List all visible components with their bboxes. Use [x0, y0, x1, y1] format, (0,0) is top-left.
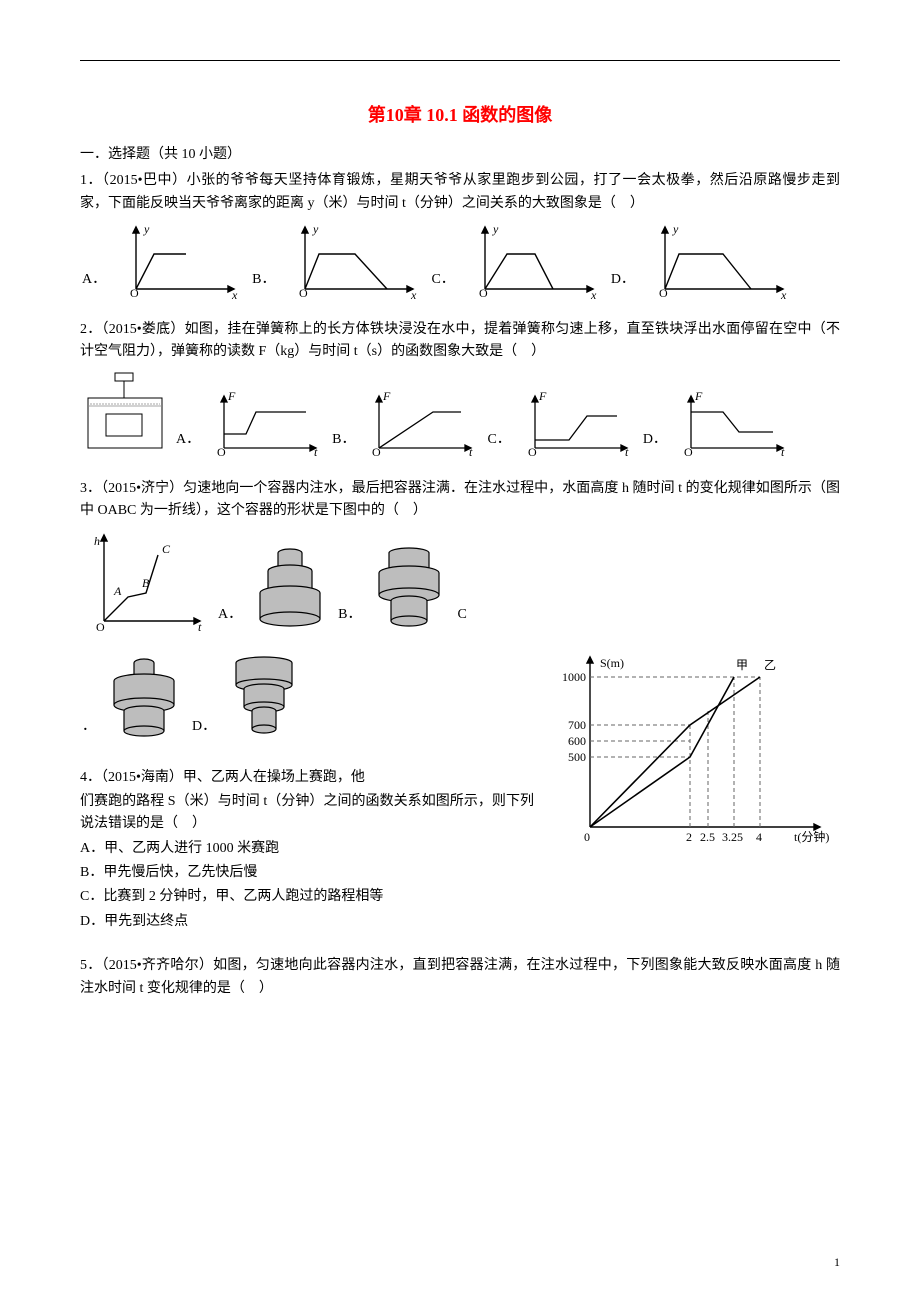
- xtick-2: 2: [686, 830, 692, 844]
- y-axis-label: y: [492, 222, 499, 236]
- ytick-1000: 1000: [562, 670, 586, 684]
- y-axis-label: F: [538, 389, 547, 403]
- origin-label: O: [528, 445, 537, 458]
- origin-label: O: [479, 286, 488, 299]
- x-axis-label: x: [231, 288, 238, 299]
- x-axis-label: x: [590, 288, 597, 299]
- origin-label: O: [217, 445, 226, 458]
- x-axis-label: t: [625, 445, 629, 458]
- q2-graph-c: O F t: [517, 388, 637, 458]
- q3-container-b: [369, 535, 449, 635]
- q5-text: 5．（2015•齐齐哈尔）如图，匀速地向此容器内注水，直到把容器注满，在注水过程…: [80, 955, 840, 1000]
- q2-setup-diagram: [80, 368, 170, 458]
- x-axis-label: t: [781, 445, 785, 458]
- y-axis-label: F: [382, 389, 391, 403]
- q3-label-b: B．: [338, 604, 361, 626]
- y-axis-label: F: [227, 389, 236, 403]
- q1-label-b: B．: [252, 269, 275, 291]
- y-axis-label: F: [694, 389, 703, 403]
- y-axis-label: y: [312, 222, 319, 236]
- x-axis-label: t: [314, 445, 318, 458]
- q1-choices: A． O x y B． O x y: [80, 219, 840, 299]
- zero-label: 0: [584, 830, 590, 844]
- top-rule: [80, 60, 840, 61]
- page-title: 第10章 10.1 函数的图像: [80, 101, 840, 130]
- x-axis-label: t: [198, 620, 202, 634]
- q4-text-a: 4．（2015•海南）甲、乙两人在操场上赛跑，他: [80, 770, 365, 785]
- xtick-4: 4: [756, 830, 762, 844]
- x-axis-label: x: [780, 288, 787, 299]
- origin-label: O: [96, 620, 105, 634]
- q1-graph-a: O x y: [114, 219, 244, 299]
- origin-label: O: [684, 445, 693, 458]
- q1-graph-d: O x y: [643, 219, 793, 299]
- question-2: 2．（2015•娄底）如图，挂在弹簧称上的长方体铁块浸没在水中，提着弹簧称匀速上…: [80, 319, 840, 458]
- q4-opt-d: D．甲先到达终点: [80, 911, 534, 933]
- legend-yi: 乙: [764, 658, 776, 672]
- question-1: 1．（2015•巴中）小张的爷爷每天坚持体育锻炼，星期天爷爷从家里跑步到公园，打…: [80, 170, 840, 299]
- xtick-325: 3.25: [722, 830, 743, 844]
- q1-graph-b: O x y: [283, 219, 423, 299]
- question-4: 4．（2015•海南）甲、乙两人在操场上赛跑，他 们赛跑的路程 S（米）与时间 …: [80, 647, 840, 936]
- x-axis-label: t: [469, 445, 473, 458]
- x-axis-label: t(分钟): [794, 829, 829, 844]
- ytick-700: 700: [568, 718, 586, 732]
- q1-text: 1．（2015•巴中）小张的爷爷每天坚持体育锻炼，星期天爷爷从家里跑步到公园，打…: [80, 170, 840, 215]
- ytick-500: 500: [568, 750, 586, 764]
- point-b-label: B: [142, 576, 150, 590]
- q3-container-a: [250, 535, 330, 635]
- q2-graph-b: O F t: [361, 388, 481, 458]
- q4-graph: S(m) t(分钟) 0 1000 700 600 500 2 2.5 3.25…: [550, 647, 840, 847]
- q2-label-d: D．: [643, 429, 667, 451]
- q4-opt-c: C．比赛到 2 分钟时，甲、乙两人跑过的路程相等: [80, 886, 534, 908]
- q3-ht-graph: O h t A B C: [80, 525, 210, 635]
- q2-graph-d: O F t: [673, 388, 793, 458]
- q3-text: 3．（2015•济宁）匀速地向一个容器内注水，最后把容器注满．在注水过程中，水面…: [80, 478, 840, 523]
- xtick-25: 2.5: [700, 830, 715, 844]
- origin-label: O: [130, 286, 139, 299]
- origin-label: O: [372, 445, 381, 458]
- ytick-600: 600: [568, 734, 586, 748]
- q1-label-a: A．: [82, 269, 106, 291]
- q1-label-d: D．: [611, 269, 635, 291]
- legend-jia: 甲: [736, 658, 748, 672]
- y-axis-label: y: [143, 222, 150, 236]
- origin-label: O: [659, 286, 668, 299]
- q4-opt-a: A．甲、乙两人进行 1000 米赛跑: [80, 838, 534, 860]
- point-c-label: C: [162, 542, 171, 556]
- q2-label-b: B．: [332, 429, 355, 451]
- q4-opt-b: B．甲先慢后快，乙先快后慢: [80, 862, 534, 884]
- q2-label-c: C．: [487, 429, 510, 451]
- q3-label-a: A．: [218, 604, 242, 626]
- question-5: 5．（2015•齐齐哈尔）如图，匀速地向此容器内注水，直到把容器注满，在注水过程…: [80, 955, 840, 1000]
- q2-text: 2．（2015•娄底）如图，挂在弹簧称上的长方体铁块浸没在水中，提着弹簧称匀速上…: [80, 319, 840, 364]
- q2-choices: A． O F t B． O F t: [80, 368, 840, 458]
- q4-text-b: 们赛跑的路程 S（米）与时间 t（分钟）之间的函数关系如图所示，则下列说法错误的…: [80, 791, 534, 836]
- y-axis-label: y: [672, 222, 679, 236]
- q1-label-c: C．: [431, 269, 454, 291]
- q1-graph-c: O x y: [463, 219, 603, 299]
- section-heading: 一．选择题（共 10 小题）: [80, 144, 840, 166]
- page-number: 1: [834, 1253, 840, 1272]
- x-axis-label: x: [410, 288, 417, 299]
- q2-label-a: A．: [176, 429, 200, 451]
- q4-options: A．甲、乙两人进行 1000 米赛跑 B．甲先慢后快，乙先快后慢 C．比赛到 2…: [80, 838, 534, 934]
- q3-label-c: C: [457, 604, 466, 626]
- y-axis-label: h: [94, 534, 100, 548]
- origin-label: O: [299, 286, 308, 299]
- y-axis-label: S(m): [600, 656, 624, 670]
- point-a-label: A: [113, 584, 122, 598]
- q2-graph-a: O F t: [206, 388, 326, 458]
